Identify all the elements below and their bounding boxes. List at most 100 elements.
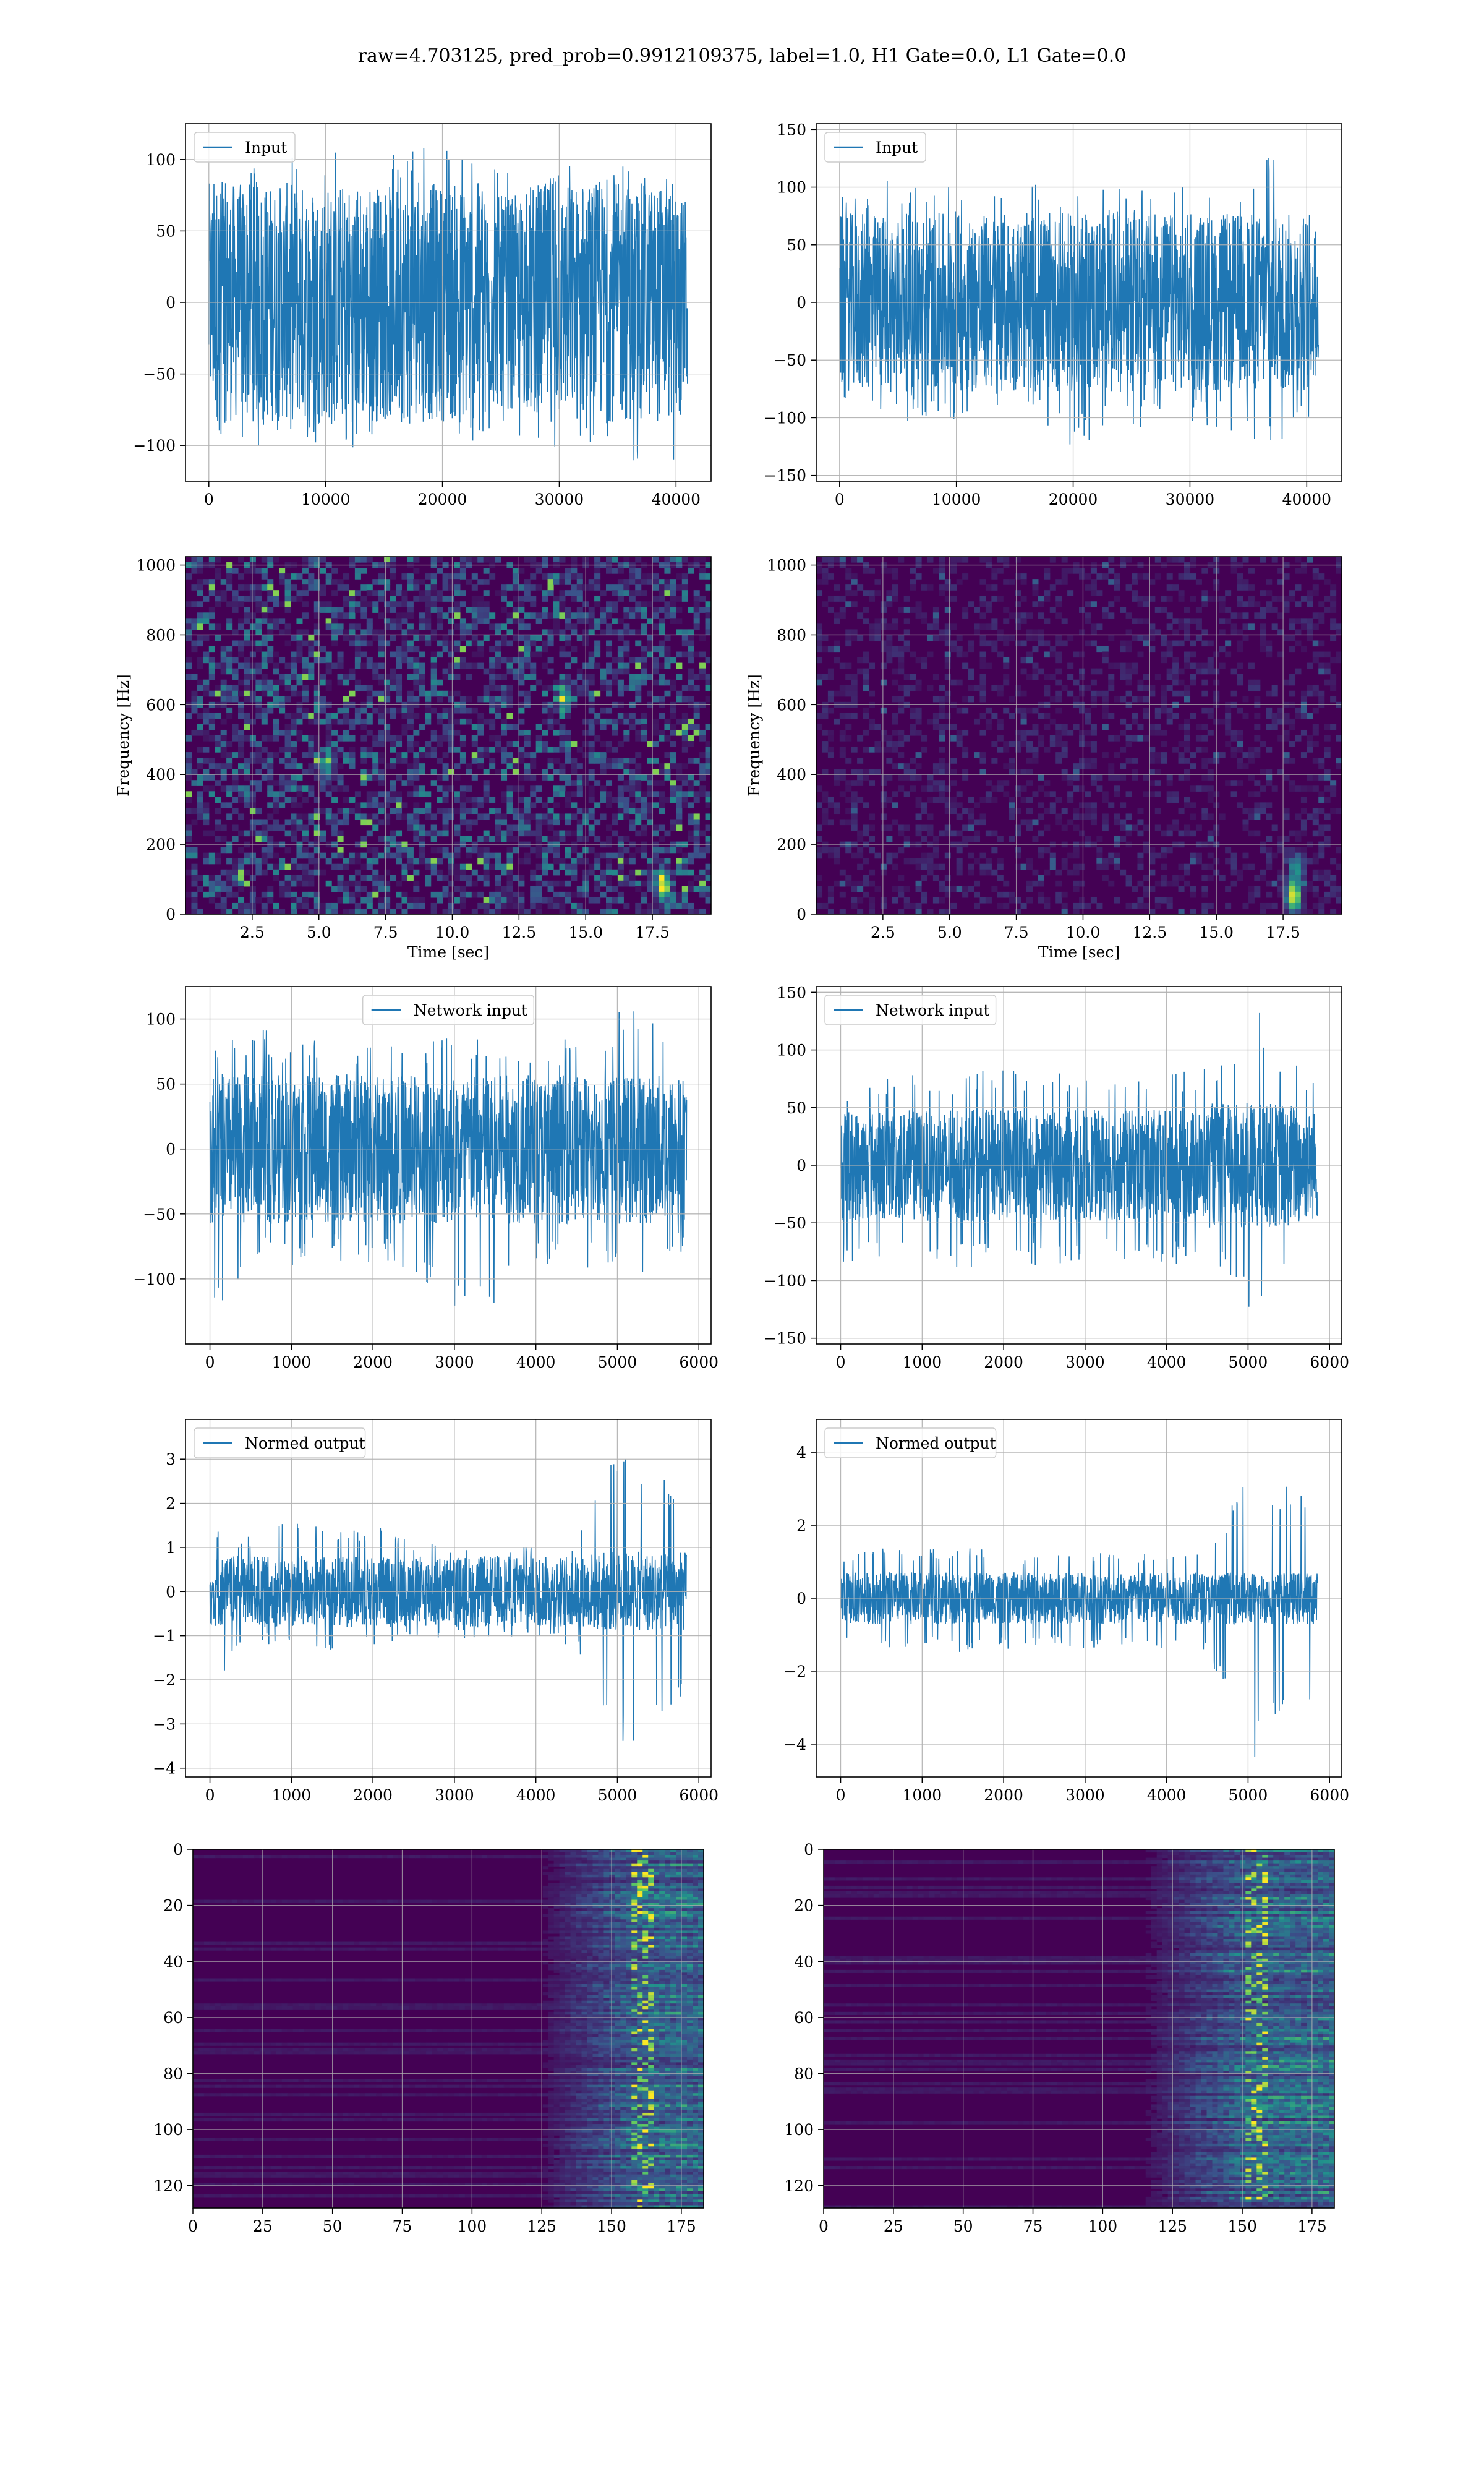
heatmap-cell	[267, 590, 274, 596]
heatmap-cell	[956, 557, 963, 563]
heatmap-cell	[448, 908, 455, 914]
heatmap-cell	[1190, 674, 1196, 680]
heatmap-cell	[302, 847, 309, 854]
heatmap-cell	[588, 813, 595, 820]
heatmap-cell	[880, 897, 887, 904]
heatmap-cell	[641, 908, 647, 914]
heatmap-cell	[459, 902, 466, 909]
heatmap-cell	[1289, 847, 1296, 854]
heatmap-cell	[396, 584, 403, 591]
heatmap-cell	[360, 596, 367, 602]
heatmap-cell	[1061, 902, 1068, 909]
heatmap-cell	[419, 579, 425, 585]
heatmap-cell	[588, 674, 595, 680]
heatmap-cell	[349, 797, 356, 803]
heatmap-cell	[559, 629, 566, 636]
heatmap-cell	[576, 612, 583, 618]
heatmap-cell	[932, 863, 939, 870]
heatmap-cell	[518, 729, 525, 736]
heatmap-cell	[845, 568, 852, 574]
heatmap-cell	[302, 713, 309, 719]
heatmap-cell	[448, 646, 455, 653]
heatmap-cell	[635, 769, 642, 775]
heatmap-cell	[892, 651, 898, 658]
heatmap-cell	[869, 769, 876, 775]
heatmap-cell	[635, 629, 642, 636]
heatmap-cell	[1049, 607, 1056, 613]
heatmap-cell	[203, 635, 210, 641]
heatmap-cell	[448, 674, 455, 680]
heatmap-cell	[1242, 763, 1249, 769]
x-tick-label: 5.0	[307, 923, 331, 941]
heatmap-cell	[874, 623, 881, 630]
heatmap-cell	[407, 713, 414, 719]
heatmap-cell	[880, 791, 887, 797]
heatmap-cell	[506, 662, 513, 669]
heatmap-cell	[477, 858, 484, 865]
heatmap-cell	[652, 880, 659, 887]
heatmap-cell	[874, 741, 881, 747]
heatmap-cell	[471, 573, 478, 580]
heatmap-cell	[238, 747, 245, 753]
heatmap-cell	[343, 629, 350, 636]
heatmap-cell	[279, 791, 286, 797]
heatmap-cell	[360, 819, 367, 826]
heatmap-cell	[688, 836, 694, 842]
heatmap-cell	[1073, 679, 1080, 686]
heatmap-cell	[518, 651, 525, 658]
heatmap-cell	[425, 791, 432, 797]
heatmap-cell	[688, 651, 694, 658]
heatmap-cell	[1044, 808, 1051, 815]
heatmap-cell	[244, 908, 250, 914]
heatmap-cell	[606, 685, 613, 691]
heatmap-cell	[1289, 852, 1296, 859]
heatmap-cell	[617, 802, 624, 809]
heatmap-cell	[215, 852, 221, 859]
heatmap-cell	[676, 869, 683, 876]
heatmap-cell	[273, 735, 279, 742]
heatmap-cell	[1108, 662, 1115, 669]
heatmap-cell	[471, 819, 478, 826]
heatmap-cell	[1266, 836, 1273, 842]
heatmap-cell	[1178, 640, 1185, 647]
heatmap-cell	[1149, 791, 1156, 797]
heatmap-cell	[524, 852, 531, 859]
heatmap-cell	[459, 635, 466, 641]
heatmap-cell	[1085, 718, 1091, 725]
heatmap-cell	[308, 791, 315, 797]
heatmap-cell	[501, 747, 508, 753]
heatmap-cell	[454, 579, 461, 585]
heatmap-cell	[477, 596, 484, 602]
heatmap-cell	[705, 657, 711, 664]
heatmap-cell	[186, 601, 192, 607]
heatmap-cell	[869, 908, 876, 914]
heatmap-cell	[501, 886, 508, 892]
heatmap-cell	[483, 791, 490, 797]
heatmap-cell	[1295, 601, 1302, 607]
heatmap-cell	[430, 847, 437, 854]
heatmap-cell	[255, 685, 262, 691]
heatmap-cell	[1219, 601, 1226, 607]
heatmap-cell	[834, 769, 840, 775]
heatmap-cell	[968, 852, 974, 859]
heatmap-cell	[302, 897, 309, 904]
heatmap-cell	[261, 584, 268, 591]
heatmap-cell	[407, 696, 414, 703]
heatmap-cell	[676, 662, 683, 669]
heatmap-cell	[886, 596, 893, 602]
heatmap-cell	[542, 590, 548, 596]
heatmap-cell	[676, 769, 683, 775]
heatmap-cell	[448, 718, 455, 725]
heatmap-cell	[477, 718, 484, 725]
heatmap-cell	[454, 640, 461, 647]
heatmap-cell	[699, 869, 706, 876]
heatmap-cell	[296, 897, 303, 904]
heatmap-cell	[594, 836, 601, 842]
heatmap-cell	[197, 557, 203, 563]
x-tick-label: 7.5	[373, 923, 398, 941]
heatmap-cell	[944, 657, 951, 664]
heatmap-cell	[617, 852, 624, 859]
heatmap-cell	[208, 690, 215, 697]
heatmap-cell	[939, 685, 945, 691]
heatmap-cell	[279, 601, 286, 607]
